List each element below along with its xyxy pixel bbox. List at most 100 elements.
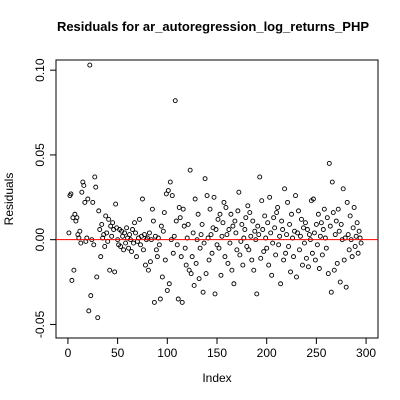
point <box>134 254 139 260</box>
point <box>198 232 204 238</box>
point <box>82 199 88 205</box>
point <box>209 250 215 256</box>
point <box>295 230 300 236</box>
y-axis-label: Residuals <box>2 173 16 226</box>
point <box>113 201 119 207</box>
point <box>142 262 148 268</box>
y-tick-label: 0.05 <box>33 143 47 167</box>
point <box>169 193 175 199</box>
point <box>138 242 143 248</box>
point <box>164 288 170 293</box>
point <box>227 240 233 246</box>
point <box>222 254 228 260</box>
y-tick-label: 0.00 <box>33 228 47 252</box>
point <box>338 221 344 227</box>
point <box>201 240 207 246</box>
point <box>137 216 142 222</box>
point <box>173 218 179 224</box>
point <box>239 221 245 227</box>
point <box>297 247 302 253</box>
point <box>178 254 184 260</box>
point <box>223 205 229 210</box>
point <box>276 242 282 248</box>
point <box>126 245 131 251</box>
x-tick-label: 250 <box>306 346 326 360</box>
point <box>179 299 185 305</box>
point <box>98 254 104 260</box>
point <box>306 232 312 238</box>
point <box>160 228 166 234</box>
point <box>318 220 324 226</box>
point <box>334 260 340 266</box>
point <box>132 220 137 226</box>
point <box>127 232 132 238</box>
point <box>270 240 276 246</box>
point <box>301 225 306 231</box>
point <box>122 230 128 236</box>
point <box>200 289 206 295</box>
point <box>353 233 359 239</box>
point <box>245 203 251 209</box>
point <box>266 262 272 268</box>
point <box>323 245 329 251</box>
point <box>343 284 349 290</box>
point <box>340 186 346 192</box>
point <box>257 174 263 180</box>
point <box>121 247 127 253</box>
point <box>317 233 323 239</box>
point <box>167 179 173 185</box>
point <box>185 221 191 227</box>
point <box>267 194 273 200</box>
point <box>331 267 337 273</box>
point <box>93 184 99 190</box>
point <box>321 206 327 212</box>
point <box>130 227 135 232</box>
point <box>133 230 138 236</box>
point <box>305 264 311 270</box>
point <box>188 271 194 277</box>
point <box>261 249 267 254</box>
point <box>349 254 355 260</box>
point <box>237 252 243 258</box>
point <box>161 210 167 216</box>
point <box>146 230 152 236</box>
point <box>268 230 274 236</box>
point <box>288 269 293 275</box>
x-tick-label: 100 <box>157 346 177 360</box>
point <box>118 244 124 249</box>
point <box>154 254 160 260</box>
point <box>303 255 309 261</box>
point <box>218 272 224 278</box>
point <box>106 216 112 222</box>
point <box>235 208 241 214</box>
point <box>236 189 242 195</box>
point <box>291 254 296 260</box>
point <box>354 220 360 226</box>
point <box>328 289 334 295</box>
point <box>346 247 352 253</box>
point <box>68 191 74 197</box>
point <box>142 232 147 238</box>
point <box>324 215 330 221</box>
point <box>256 232 262 238</box>
point <box>74 215 80 221</box>
point <box>255 223 261 229</box>
point <box>312 257 318 263</box>
point <box>271 215 277 221</box>
point <box>230 223 236 229</box>
point <box>87 62 93 68</box>
point <box>140 196 145 202</box>
point <box>97 227 103 232</box>
point <box>147 259 153 265</box>
point <box>231 281 237 287</box>
point <box>92 174 98 180</box>
point <box>274 210 280 216</box>
point <box>197 245 203 251</box>
point <box>216 245 222 251</box>
point <box>157 296 163 302</box>
x-axis-label: Index <box>202 371 231 385</box>
point <box>208 232 214 238</box>
point <box>190 230 196 236</box>
point <box>330 210 336 216</box>
